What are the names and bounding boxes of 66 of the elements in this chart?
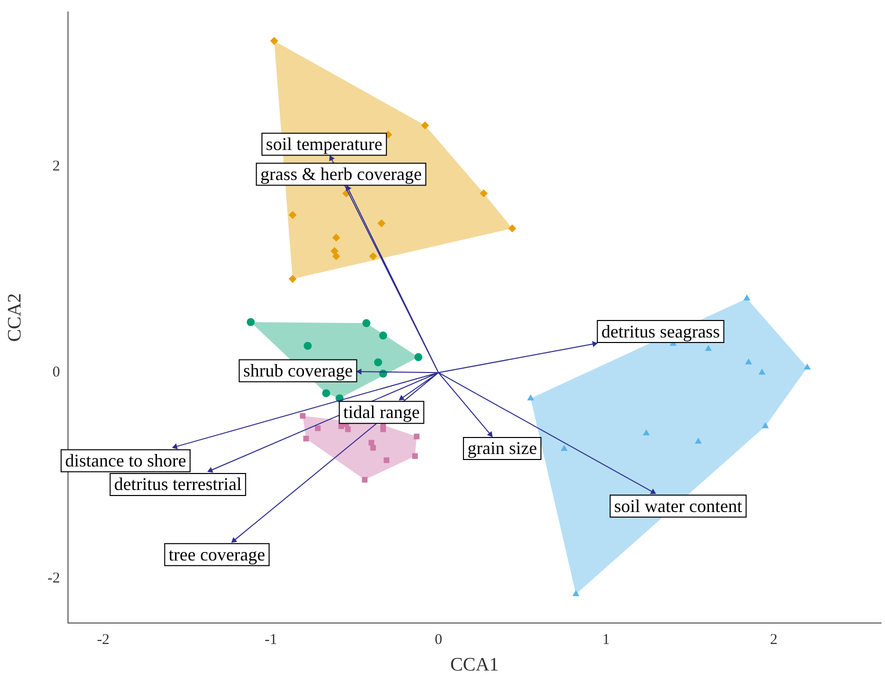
point (572, 590, 580, 596)
annotation: soil temperature (266, 134, 382, 154)
point (270, 36, 278, 45)
point (172, 443, 178, 450)
annotation: shrub coverage (243, 360, 353, 381)
point (314, 425, 321, 432)
annotation: distance to shore (65, 450, 186, 471)
y-tick-label: 0 (52, 364, 60, 381)
point (527, 394, 534, 400)
point (743, 294, 750, 300)
y-tick-label: -2 (48, 570, 60, 587)
point (398, 394, 405, 400)
point (592, 341, 598, 348)
annotation: detritus terrestrial (114, 474, 242, 494)
point (758, 368, 766, 375)
x-tick-label: -2 (96, 632, 110, 648)
point (303, 436, 309, 442)
point (560, 444, 568, 451)
point (745, 358, 752, 364)
point (246, 318, 255, 326)
x-tick-label: -1 (264, 632, 278, 648)
point (288, 274, 297, 283)
point (304, 342, 312, 350)
point (288, 210, 297, 219)
point (704, 344, 712, 351)
annotation: soil water content (614, 496, 742, 516)
point (362, 319, 370, 328)
point (369, 252, 378, 260)
annotation: grain size (467, 438, 537, 458)
x-tick-label: 2 (770, 632, 778, 648)
annotation: tree coverage (168, 544, 266, 564)
annotation: tidal range (343, 402, 420, 422)
point (346, 185, 352, 192)
point (508, 224, 516, 232)
point (804, 363, 811, 370)
point (412, 453, 418, 459)
point (486, 431, 493, 438)
point (377, 219, 386, 228)
point (332, 252, 340, 260)
point (374, 358, 382, 366)
point (332, 234, 340, 242)
point (362, 476, 368, 483)
point (642, 429, 650, 436)
point (345, 426, 351, 432)
point (650, 488, 656, 494)
point (207, 467, 214, 473)
y-tick-label: 2 (52, 158, 60, 174)
point (762, 422, 769, 428)
annotation: grass & herb coverage (260, 164, 422, 184)
point (379, 332, 388, 340)
annotation: detritus seagrass (601, 321, 720, 342)
point (370, 445, 376, 451)
x-tick-label: 0 (434, 632, 442, 648)
point (384, 457, 390, 464)
point (480, 189, 488, 198)
x-axis-title: CCA1 (450, 654, 499, 676)
point (414, 434, 420, 440)
x-tick-label: 1 (602, 632, 610, 648)
point (322, 389, 330, 398)
point (231, 537, 238, 543)
point (414, 353, 422, 362)
y-axis-title: CCA2 (4, 293, 26, 342)
point (421, 121, 430, 130)
point (380, 426, 386, 432)
point (300, 413, 306, 419)
point (694, 438, 702, 444)
